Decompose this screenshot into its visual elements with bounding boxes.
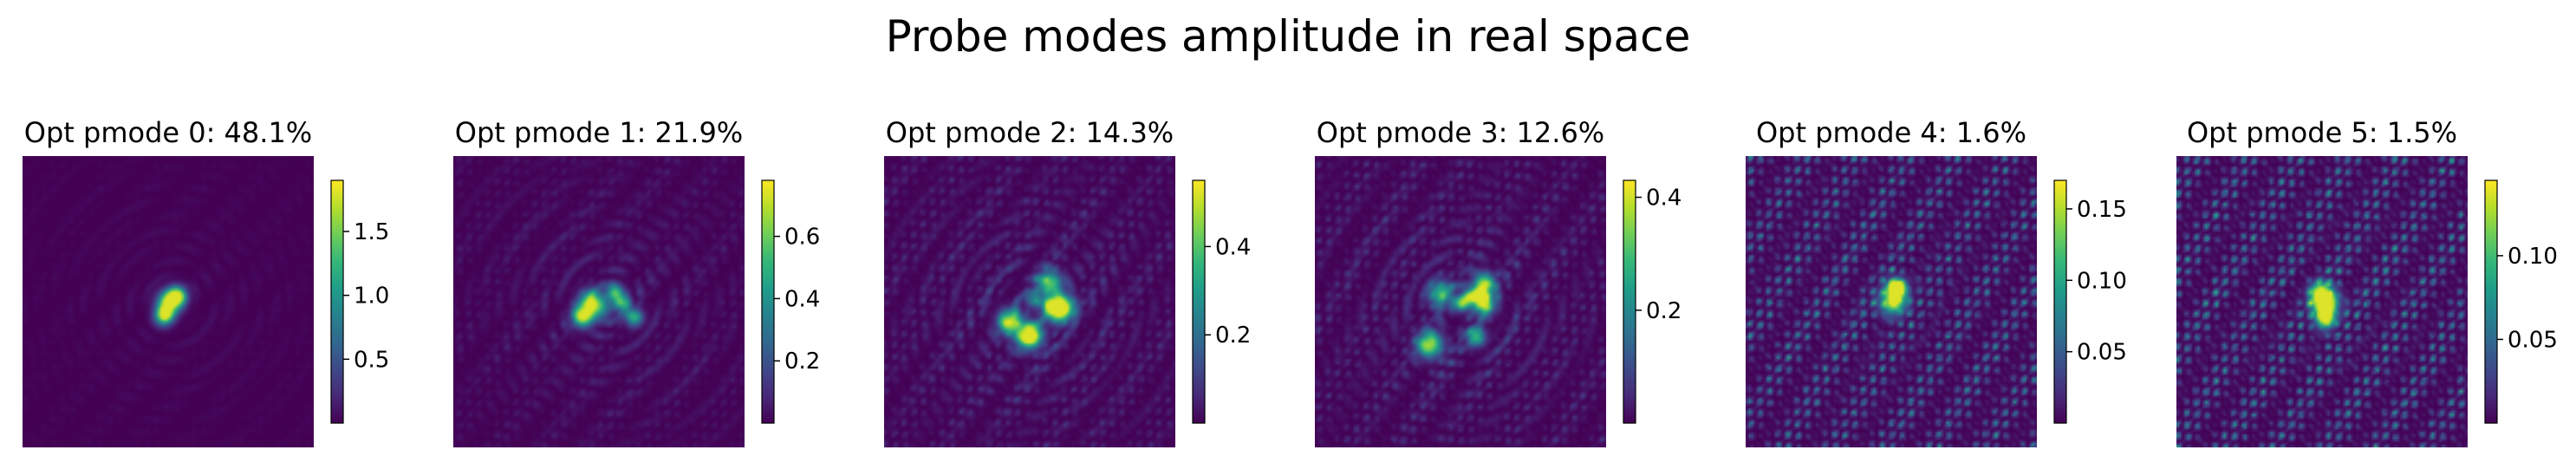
colorbar bbox=[2053, 179, 2067, 424]
panel-title: Opt pmode 4: 1.6% bbox=[1756, 116, 2026, 149]
colorbar-tick-label: 1.0 bbox=[354, 284, 389, 310]
colorbar-tick-label: 0.2 bbox=[1215, 323, 1251, 349]
colorbar-tick-label: 0.2 bbox=[1646, 298, 1682, 324]
amplitude-heatmap bbox=[1315, 156, 1606, 447]
colorbar-tick-label: 0.5 bbox=[354, 347, 389, 373]
colorbar-tick-label: 0.4 bbox=[1215, 234, 1251, 260]
colorbar-tick-label: 0.4 bbox=[784, 286, 820, 312]
mode-panel-0: Opt pmode 0: 48.1% 0.5 1.0 1.5 bbox=[23, 116, 389, 447]
mode-panel-1: Opt pmode 1: 21.9% 0.2 0.4 0.6 bbox=[453, 116, 820, 447]
colorbar bbox=[761, 179, 775, 424]
colorbar-tick-label: 0.10 bbox=[2077, 268, 2127, 294]
colorbar-tick-label: 0.2 bbox=[784, 349, 820, 375]
colorbar-tick-label: 0.05 bbox=[2077, 340, 2127, 366]
panel-title: Opt pmode 0: 48.1% bbox=[24, 116, 312, 149]
colorbar-tick-label: 0.6 bbox=[784, 225, 820, 251]
colorbar-tick-label: 0.05 bbox=[2508, 327, 2558, 353]
amplitude-heatmap bbox=[884, 156, 1175, 447]
panel-title: Opt pmode 3: 12.6% bbox=[1317, 116, 1604, 149]
amplitude-heatmap bbox=[1746, 156, 2037, 447]
colorbar bbox=[1623, 179, 1636, 424]
mode-panel-2: Opt pmode 2: 14.3% 0.2 0.4 bbox=[884, 116, 1251, 447]
amplitude-heatmap bbox=[453, 156, 745, 447]
mode-panel-5: Opt pmode 5: 1.5% 0.05 0.10 bbox=[2176, 116, 2558, 447]
figure-title: Probe modes amplitude in real space bbox=[885, 11, 1691, 62]
colorbar-tick-label: 0.4 bbox=[1646, 186, 1682, 212]
amplitude-heatmap bbox=[23, 156, 314, 447]
panel-title: Opt pmode 5: 1.5% bbox=[2187, 116, 2457, 149]
colorbar bbox=[330, 179, 344, 424]
colorbar bbox=[2484, 179, 2498, 424]
colorbar bbox=[1192, 179, 1206, 424]
panel-title: Opt pmode 1: 21.9% bbox=[455, 116, 743, 149]
colorbar-tick-label: 0.10 bbox=[2508, 244, 2558, 270]
mode-panel-3: Opt pmode 3: 12.6% 0.2 0.4 bbox=[1315, 116, 1682, 447]
mode-panel-4: Opt pmode 4: 1.6% 0.05 0.10 0.15 bbox=[1746, 116, 2127, 447]
amplitude-heatmap bbox=[2176, 156, 2468, 447]
colorbar-tick-label: 0.15 bbox=[2077, 197, 2127, 223]
panel-title: Opt pmode 2: 14.3% bbox=[886, 116, 1174, 149]
colorbar-tick-label: 1.5 bbox=[354, 219, 389, 245]
